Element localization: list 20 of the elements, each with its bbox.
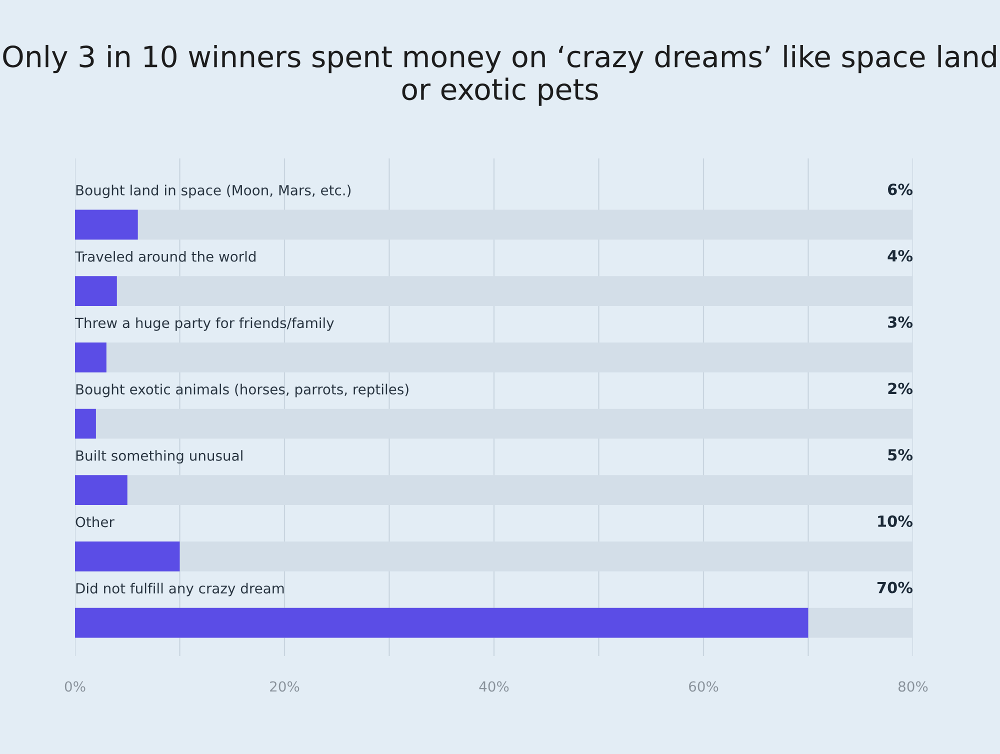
data-label: 10%: [878, 515, 913, 527]
data-label: 4%: [888, 250, 913, 262]
y-tick-label: Threw a huge party for friends/family: [74, 317, 334, 331]
x-tick-label: 0%: [64, 681, 86, 692]
data-label: 70%: [877, 582, 913, 594]
x-tick-label: 40%: [479, 681, 509, 692]
x-tick-label: 60%: [689, 681, 718, 692]
y-tick-label: Built something unusual: [76, 450, 242, 464]
x-tick-label: 20%: [270, 681, 300, 692]
y-tick-label: Traveled around the world: [74, 251, 256, 262]
data-label: 2%: [888, 382, 913, 394]
y-tick-label: Other: [76, 516, 114, 528]
y-tick-label: Bought land in space (Moon, Mars, etc.): [76, 184, 351, 198]
data-label: 6%: [888, 184, 913, 196]
y-tick-label: Bought exotic animals (horses, parrots, reptiles): [76, 384, 408, 398]
y-tick-label: Did not fulfill any crazy dream: [76, 582, 284, 596]
chart-title: Only 3 in 10 winners spent money on ‘crazy dreams’ like space land or exotic pets: [3, 44, 996, 106]
x-tick-label: 80%: [898, 681, 928, 692]
data-label: 5%: [888, 449, 913, 461]
data-label: 3%: [888, 316, 913, 328]
